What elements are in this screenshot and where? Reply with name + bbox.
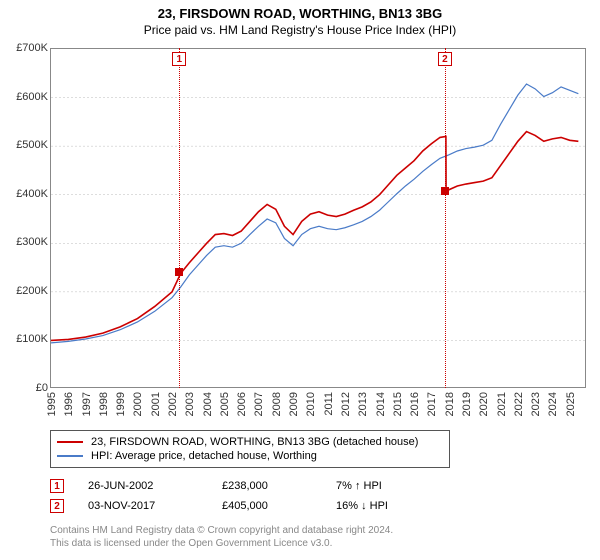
sale-marker-badge: 1 (172, 52, 186, 66)
legend-swatch (57, 441, 83, 443)
y-tick-label: £600K (2, 91, 48, 103)
x-tick-label: 2004 (202, 392, 214, 416)
y-tick-label: £300K (2, 236, 48, 248)
x-tick-label: 2012 (340, 392, 352, 416)
sale-data-point (175, 268, 183, 276)
y-tick-label: £100K (2, 333, 48, 345)
x-tick-label: 2006 (236, 392, 248, 416)
line-chart-svg (51, 49, 587, 389)
x-tick-label: 2018 (444, 392, 456, 416)
sale-price: £238,000 (222, 480, 312, 492)
x-tick-label: 2010 (305, 392, 317, 416)
y-tick-label: £500K (2, 139, 48, 151)
x-tick-label: 2001 (150, 392, 162, 416)
x-tick-label: 1998 (98, 392, 110, 416)
x-tick-label: 2025 (565, 392, 577, 416)
x-tick-label: 2005 (219, 392, 231, 416)
x-tick-label: 2002 (167, 392, 179, 416)
chart-title: 23, FIRSDOWN ROAD, WORTHING, BN13 3BG (0, 0, 600, 21)
y-tick-label: £700K (2, 42, 48, 54)
x-tick-label: 1996 (63, 392, 75, 416)
chart-subtitle: Price paid vs. HM Land Registry's House … (0, 21, 600, 45)
legend-label: 23, FIRSDOWN ROAD, WORTHING, BN13 3BG (d… (91, 436, 418, 448)
y-tick-label: £0 (2, 382, 48, 394)
sale-row-badge: 2 (50, 499, 64, 513)
legend-label: HPI: Average price, detached house, Wort… (91, 450, 317, 462)
x-tick-label: 2020 (478, 392, 490, 416)
x-tick-label: 2017 (426, 392, 438, 416)
sale-vline (445, 48, 446, 388)
x-tick-label: 2003 (184, 392, 196, 416)
x-tick-label: 2023 (530, 392, 542, 416)
sale-delta: 7% ↑ HPI (336, 480, 382, 492)
x-tick-label: 2013 (357, 392, 369, 416)
y-tick-label: £200K (2, 285, 48, 297)
legend-item: 23, FIRSDOWN ROAD, WORTHING, BN13 3BG (d… (57, 435, 443, 449)
x-tick-label: 1995 (46, 392, 58, 416)
sale-vline (179, 48, 180, 388)
sale-date: 03-NOV-2017 (88, 500, 198, 512)
chart-plot-area (50, 48, 586, 388)
x-tick-label: 2009 (288, 392, 300, 416)
sale-date: 26-JUN-2002 (88, 480, 198, 492)
x-tick-label: 2021 (496, 392, 508, 416)
x-tick-label: 2019 (461, 392, 473, 416)
x-tick-label: 2015 (392, 392, 404, 416)
x-tick-label: 2007 (253, 392, 265, 416)
legend-item: HPI: Average price, detached house, Wort… (57, 449, 443, 463)
x-tick-label: 2024 (547, 392, 559, 416)
sale-marker-badge: 2 (438, 52, 452, 66)
legend-box: 23, FIRSDOWN ROAD, WORTHING, BN13 3BG (d… (50, 430, 450, 468)
y-tick-label: £400K (2, 188, 48, 200)
sale-delta: 16% ↓ HPI (336, 500, 388, 512)
x-tick-label: 1997 (81, 392, 93, 416)
footnote: Contains HM Land Registry data © Crown c… (50, 524, 586, 550)
footnote-line: Contains HM Land Registry data © Crown c… (50, 524, 586, 537)
footnote-line: This data is licensed under the Open Gov… (50, 537, 586, 550)
x-tick-label: 2022 (513, 392, 525, 416)
sale-row: 1 26-JUN-2002 £238,000 7% ↑ HPI (50, 476, 586, 496)
x-tick-label: 2008 (271, 392, 283, 416)
x-tick-label: 1999 (115, 392, 127, 416)
legend-swatch (57, 455, 83, 457)
sale-price: £405,000 (222, 500, 312, 512)
sale-row: 2 03-NOV-2017 £405,000 16% ↓ HPI (50, 496, 586, 516)
x-tick-label: 2014 (375, 392, 387, 416)
sale-row-badge: 1 (50, 479, 64, 493)
sale-data-point (441, 187, 449, 195)
x-tick-label: 2016 (409, 392, 421, 416)
x-tick-label: 2000 (132, 392, 144, 416)
sales-table: 1 26-JUN-2002 £238,000 7% ↑ HPI 2 03-NOV-2017… (50, 476, 586, 516)
x-tick-label: 2011 (323, 392, 335, 416)
